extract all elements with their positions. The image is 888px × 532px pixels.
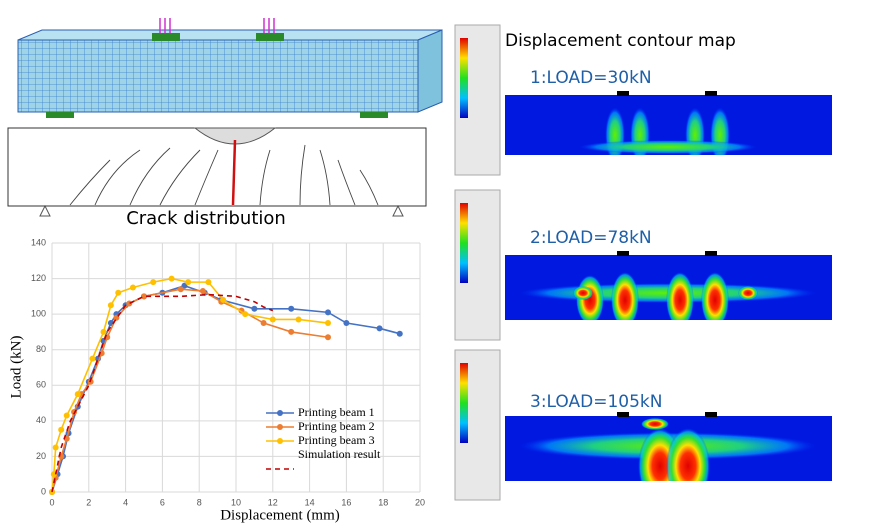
point bbox=[396, 330, 403, 337]
point bbox=[129, 284, 136, 291]
y-tick-label: 20 bbox=[36, 451, 46, 461]
y-tick-label: 60 bbox=[36, 380, 46, 390]
legend-marker bbox=[277, 424, 283, 430]
point bbox=[260, 320, 267, 327]
point bbox=[52, 444, 59, 451]
point bbox=[126, 300, 133, 307]
point bbox=[295, 316, 302, 323]
beam-model bbox=[17, 18, 443, 118]
point bbox=[58, 426, 65, 433]
x-tick-label: 12 bbox=[268, 497, 278, 507]
y-tick-label: 0 bbox=[41, 486, 46, 496]
point bbox=[63, 412, 70, 419]
point bbox=[220, 296, 227, 303]
x-tick-label: 8 bbox=[197, 497, 202, 507]
point bbox=[242, 311, 249, 318]
contour-title: Displacement contour map bbox=[505, 31, 736, 51]
y-tick-label: 120 bbox=[31, 273, 46, 283]
point bbox=[177, 286, 184, 293]
crack-diagram bbox=[7, 127, 427, 217]
point bbox=[251, 305, 258, 312]
line-chart: Displacement (mm) Load (kN) bbox=[8, 336, 339, 524]
contour-maps bbox=[454, 24, 832, 501]
point bbox=[376, 325, 383, 332]
point bbox=[325, 309, 331, 316]
point bbox=[98, 350, 105, 357]
point bbox=[288, 305, 295, 312]
x-tick-label: 6 bbox=[160, 497, 165, 507]
point bbox=[343, 320, 350, 327]
point bbox=[100, 328, 107, 335]
point bbox=[74, 391, 81, 398]
x-tick-label: 18 bbox=[378, 497, 388, 507]
x-tick-label: 0 bbox=[49, 497, 54, 507]
legend-label: Printing beam 1 bbox=[298, 405, 375, 419]
y-tick-label: 140 bbox=[31, 237, 46, 247]
point bbox=[325, 334, 331, 341]
y-tick-label: 100 bbox=[31, 309, 46, 319]
x-tick-label: 14 bbox=[305, 497, 315, 507]
load-label: 1:LOAD=30kN bbox=[530, 68, 652, 88]
x-tick-label: 10 bbox=[231, 497, 241, 507]
point bbox=[168, 275, 175, 282]
legend-marker bbox=[277, 438, 283, 444]
legend-marker bbox=[277, 410, 283, 416]
legend-label: Simulation result bbox=[298, 447, 381, 461]
y-tick-label: 80 bbox=[36, 344, 46, 354]
point bbox=[205, 279, 212, 286]
point bbox=[89, 355, 96, 362]
series-line bbox=[51, 293, 274, 493]
series-line bbox=[51, 284, 400, 493]
point bbox=[115, 289, 122, 296]
x-tick-label: 20 bbox=[415, 497, 425, 507]
x-tick-label: 4 bbox=[123, 497, 128, 507]
load-label: 2:LOAD=78kN bbox=[530, 228, 652, 248]
x-tick-label: 2 bbox=[86, 497, 91, 507]
point bbox=[185, 279, 192, 286]
point bbox=[269, 316, 276, 323]
x-axis-title: Displacement (mm) bbox=[220, 507, 340, 523]
point bbox=[288, 328, 295, 335]
point bbox=[325, 320, 331, 327]
point bbox=[199, 288, 206, 295]
legend-label: Printing beam 3 bbox=[298, 433, 375, 447]
crack-label: Crack distribution bbox=[126, 208, 286, 229]
x-tick-label: 16 bbox=[341, 497, 351, 507]
y-tick-label: 40 bbox=[36, 415, 46, 425]
y-axis-title: Load (kN) bbox=[8, 336, 24, 399]
point bbox=[107, 302, 114, 309]
point bbox=[150, 279, 157, 286]
load-label: 3:LOAD=105kN bbox=[530, 392, 662, 412]
legend-label: Printing beam 2 bbox=[298, 419, 375, 433]
